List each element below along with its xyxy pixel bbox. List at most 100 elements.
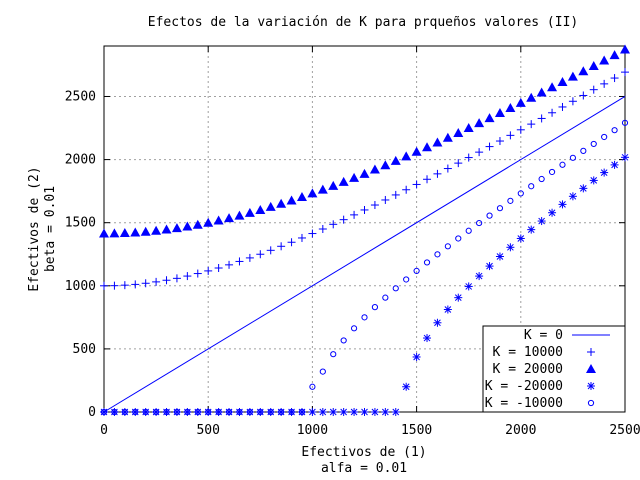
- data-point: [517, 190, 524, 197]
- data-point: [454, 293, 463, 302]
- series-2: [99, 44, 630, 238]
- y-tick-label: 1000: [65, 279, 96, 294]
- data-point: [381, 195, 390, 204]
- data-point: [205, 408, 212, 416]
- data-point: [257, 408, 264, 416]
- data-point: [234, 210, 245, 220]
- data-point: [235, 257, 244, 266]
- data-point: [578, 66, 589, 76]
- data-point: [412, 180, 421, 189]
- x-tick-label: 2000: [505, 423, 536, 438]
- data-point: [463, 123, 474, 133]
- x-axis-label: Efectivos de (1): [301, 445, 426, 460]
- data-point: [443, 305, 452, 314]
- data-point: [132, 408, 139, 416]
- legend-marker: [587, 399, 595, 407]
- data-point: [350, 408, 359, 416]
- data-point: [267, 408, 274, 416]
- data-point: [350, 325, 358, 332]
- data-point: [474, 118, 485, 128]
- x-tick-label: 1500: [401, 423, 432, 438]
- series-layer: [99, 44, 630, 416]
- data-point: [557, 76, 568, 86]
- data-point: [183, 272, 192, 281]
- data-point: [339, 408, 348, 416]
- data-point: [265, 201, 276, 211]
- data-point: [589, 176, 598, 185]
- data-point: [380, 160, 391, 170]
- x-axis-sublabel: alfa = 0.01: [321, 461, 407, 476]
- data-point: [193, 269, 202, 278]
- y-tick-label: 500: [73, 342, 96, 357]
- data-point: [370, 408, 379, 416]
- data-point: [277, 242, 286, 251]
- data-point: [318, 225, 327, 233]
- data-point: [484, 113, 495, 123]
- data-point: [319, 368, 326, 375]
- data-point: [465, 227, 472, 234]
- data-point: [528, 183, 535, 190]
- data-point: [536, 87, 547, 97]
- data-point: [579, 91, 588, 100]
- data-point: [485, 262, 494, 271]
- tick-layer: 0 500 1000 1500 2000 2500 0 500 1000 1500 2000 2500: [65, 46, 640, 438]
- data-point: [161, 224, 172, 234]
- data-point: [173, 408, 181, 416]
- data-point: [485, 142, 494, 151]
- data-point: [455, 235, 462, 242]
- data-point: [600, 79, 609, 88]
- data-point: [611, 127, 618, 134]
- data-point: [433, 169, 442, 178]
- data-point: [318, 408, 327, 416]
- data-point: [109, 228, 120, 238]
- data-point: [609, 50, 620, 60]
- data-point: [278, 408, 285, 416]
- data-point: [433, 318, 442, 327]
- data-point: [548, 208, 557, 217]
- legend: K = 0 K = 10000 K = 20000 K = -20000 K = -10…: [482, 325, 626, 413]
- data-point: [516, 125, 525, 134]
- data-point: [111, 408, 118, 416]
- data-point: [547, 82, 558, 92]
- data-point: [391, 408, 400, 416]
- data-point: [100, 408, 108, 416]
- legend-marker: [587, 348, 595, 356]
- data-point: [296, 191, 307, 201]
- data-point: [391, 190, 400, 199]
- data-point: [453, 127, 464, 137]
- data-point: [442, 132, 453, 142]
- data-point: [330, 351, 337, 358]
- data-point: [401, 151, 412, 161]
- data-point: [100, 281, 108, 290]
- data-point: [110, 281, 119, 290]
- data-point: [140, 226, 151, 236]
- legend-label: K = 10000: [493, 345, 563, 360]
- data-point: [548, 108, 557, 117]
- data-point: [464, 282, 473, 291]
- data-point: [360, 408, 369, 416]
- data-point: [590, 140, 597, 148]
- data-point: [599, 55, 610, 65]
- legend-marker: [586, 364, 596, 373]
- x-tick-label: 500: [196, 423, 219, 438]
- data-point: [276, 198, 287, 208]
- data-point: [454, 159, 463, 168]
- data-point: [307, 188, 318, 198]
- data-point: [361, 314, 368, 321]
- data-point: [338, 176, 349, 186]
- y-tick-label: 2000: [65, 153, 96, 168]
- data-point: [443, 164, 452, 173]
- data-point: [515, 97, 526, 107]
- data-point: [369, 164, 380, 174]
- data-point: [350, 210, 359, 219]
- data-point: [538, 175, 545, 183]
- data-point: [610, 74, 619, 83]
- data-point: [548, 168, 556, 176]
- data-point: [464, 153, 473, 162]
- data-point: [297, 233, 306, 242]
- data-point: [537, 114, 546, 123]
- data-point: [580, 147, 587, 154]
- data-point: [475, 148, 484, 157]
